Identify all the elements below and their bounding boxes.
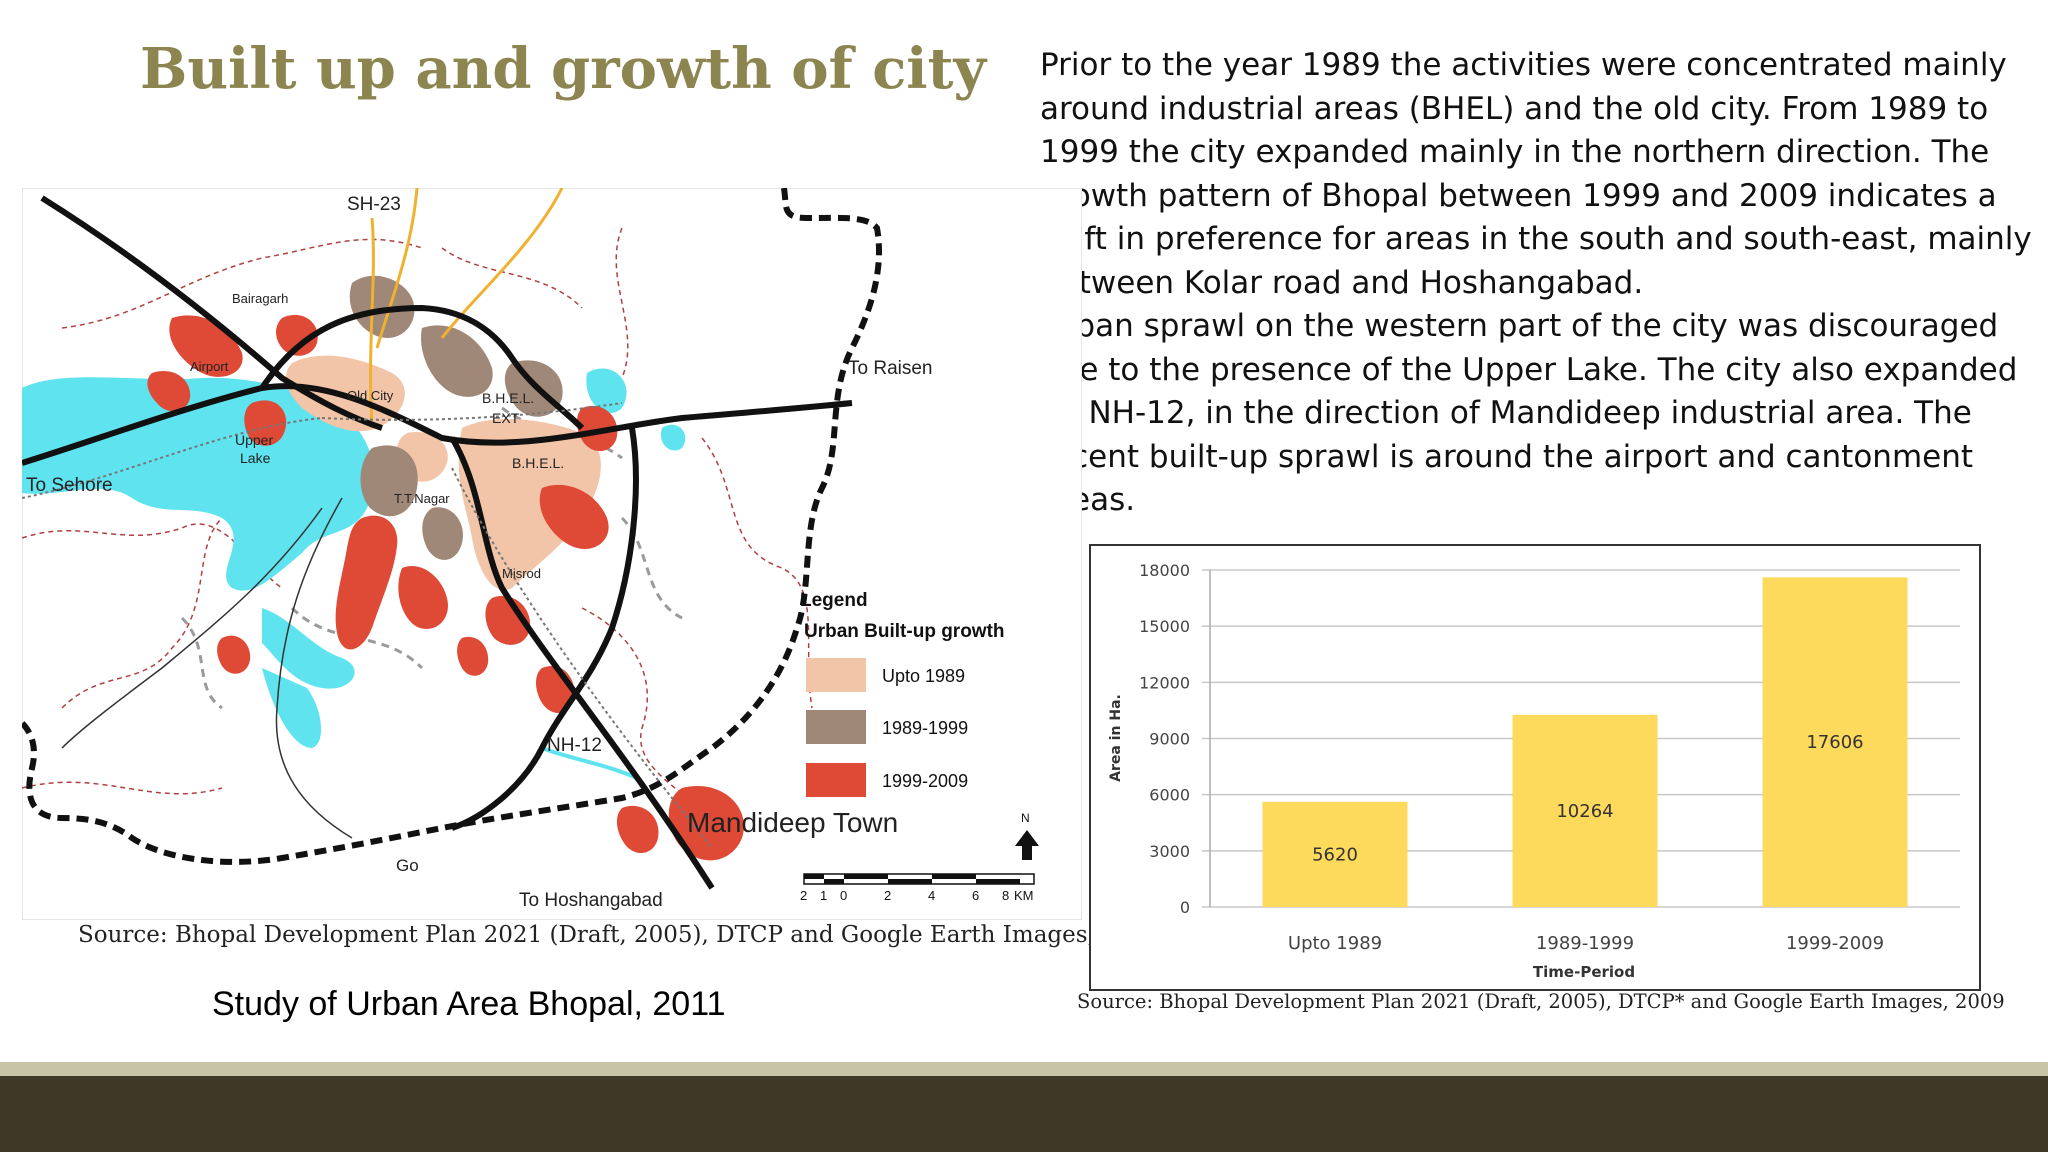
label-nh12: NH-12	[547, 735, 602, 756]
slide-title: Built up and growth of city	[140, 36, 986, 102]
legend-subtitle: Urban Built-up growth	[804, 621, 1005, 642]
y-tick-label: 0	[1180, 898, 1190, 917]
label-to-raisen: To Raisen	[848, 358, 933, 379]
label-mandideep-town: Mandideep Town	[687, 807, 898, 838]
paragraph-growth-history: Prior to the year 1989 the activities we…	[1040, 47, 2032, 301]
bar-1989-1999	[1512, 714, 1658, 907]
label-tt-nagar: T.T.Nagar	[394, 491, 450, 506]
y-tick-label: 3000	[1149, 842, 1190, 861]
builtup-area-bar-chart: 0 3000 6000 9000 12000 15000 18000 5620 10264 17…	[1089, 544, 1981, 991]
map-source-note: Source: Bhopal Development Plan 2021 (Dr…	[78, 922, 1161, 948]
scale-tick: 2	[884, 888, 891, 903]
major-roads	[22, 195, 853, 890]
scale-bar: 2 1 0 2 4 6 8 KM	[800, 873, 1035, 903]
label-bairagarh: Bairagarh	[232, 291, 288, 306]
legend-label-1999-2009: 1999-2009	[882, 771, 968, 791]
river	[541, 746, 638, 780]
chart-source-note: Source: Bhopal Development Plan 2021 (Dr…	[1077, 990, 2005, 1013]
map-labels: SH-23 Bairagarh Airport Old City B.H.E.L…	[26, 194, 933, 911]
x-axis-ticks: Upto 1989 1989-1999 1999-2009	[1288, 933, 1884, 954]
scale-unit: KM	[1014, 888, 1034, 903]
label-upper-lake-line2: Lake	[240, 450, 271, 466]
x-tick-label: Upto 1989	[1288, 933, 1382, 954]
y-axis-ticks: 0 3000 6000 9000 12000 15000 18000	[1139, 561, 1190, 917]
legend-title: Legend	[800, 590, 868, 611]
label-bhel: B.H.E.L.	[512, 455, 564, 471]
label-airport: Airport	[190, 359, 229, 374]
railway	[22, 402, 713, 849]
label-sh23: SH-23	[347, 194, 401, 215]
y-tick-label: 12000	[1139, 673, 1190, 692]
y-tick-label: 9000	[1149, 730, 1190, 749]
road-raisen-sehore	[22, 383, 853, 466]
lower-lake	[262, 608, 355, 689]
paragraph-urban-sprawl: Urban sprawl on the western part of the …	[1040, 308, 2018, 518]
legend-label-upto-1989: Upto 1989	[882, 666, 965, 686]
y-tick-label: 18000	[1139, 561, 1190, 580]
map-legend: Legend Urban Built-up growth Upto 1989 1…	[800, 590, 1005, 797]
label-bhel-ext-line1: B.H.E.L.	[482, 390, 534, 406]
pond-east	[586, 368, 627, 414]
scale-tick: 4	[928, 888, 935, 903]
label-to-sehore: To Sehore	[26, 475, 113, 496]
north-label: N	[1021, 811, 1030, 825]
x-axis-label: Time-Period	[1533, 963, 1635, 981]
north-arrow-icon: N	[1015, 811, 1039, 860]
nh-12	[449, 436, 715, 890]
label-misrod: Misrod	[502, 566, 541, 581]
description-text: Prior to the year 1989 the activities we…	[1040, 44, 2040, 523]
x-tick-label: 1989-1999	[1536, 933, 1634, 954]
footer-accent-line	[0, 1062, 2048, 1076]
bar-data-label: 17606	[1806, 732, 1863, 753]
water-bodies	[22, 368, 686, 780]
legend-label-1989-1999: 1989-1999	[882, 718, 968, 738]
bar-upto-1989	[1262, 801, 1408, 907]
label-bhel-ext-line2: EXT	[492, 410, 520, 426]
upper-lake	[22, 377, 375, 591]
scale-tick: 0	[840, 888, 847, 903]
legend-swatch-upto-1989	[806, 658, 866, 692]
map-caption: Study of Urban Area Bhopal, 2011	[212, 985, 726, 1023]
road-east-ring	[451, 427, 639, 831]
pond-small	[660, 424, 686, 451]
bypass-north	[259, 304, 585, 431]
footer-bar	[0, 1076, 2048, 1152]
bar-data-label: 5620	[1312, 844, 1358, 865]
label-goh: Go	[396, 856, 419, 875]
legend-swatch-1999-2009	[806, 763, 866, 797]
scale-tick: 1	[820, 888, 827, 903]
y-axis-label: Area in Ha.	[1108, 694, 1124, 782]
bar-data-label: 10264	[1556, 801, 1613, 822]
scale-tick: 6	[972, 888, 979, 903]
scale-tick: 2	[800, 888, 807, 903]
label-upper-lake-line1: Upper	[235, 432, 273, 448]
x-tick-label: 1999-2009	[1786, 933, 1884, 954]
label-old-city: Old City	[347, 388, 394, 403]
bar-1999-2009	[1762, 577, 1908, 907]
y-tick-label: 6000	[1149, 786, 1190, 805]
bhopal-growth-map: SH-23 Bairagarh Airport Old City B.H.E.L…	[22, 188, 1082, 920]
chart-bars: 5620 10264 17606	[1262, 577, 1908, 907]
builtup-1989-1999	[344, 275, 563, 593]
label-to-hoshangabad: To Hoshangabad	[519, 890, 663, 911]
minor-roads	[61, 497, 353, 839]
municipal-boundary	[22, 188, 882, 865]
scale-tick: 8	[1002, 888, 1009, 903]
kolar-reservoir	[262, 668, 322, 748]
legend-swatch-1989-1999	[806, 710, 866, 744]
road-nw	[40, 195, 383, 431]
y-tick-label: 15000	[1139, 617, 1190, 636]
